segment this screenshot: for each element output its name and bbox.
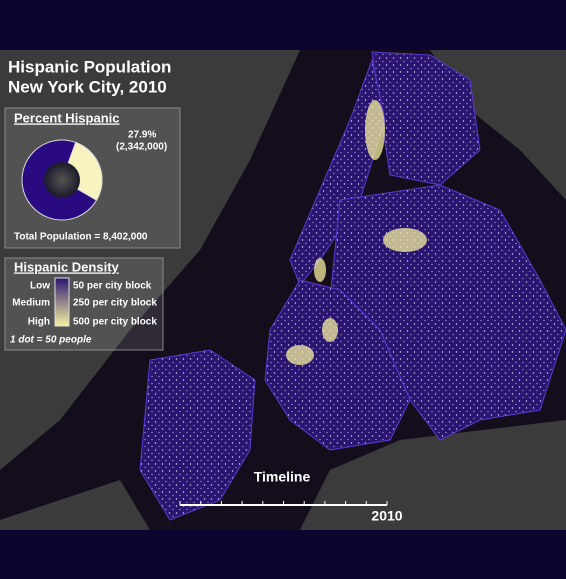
- level-label: Low: [30, 281, 50, 292]
- level-label: High: [28, 317, 50, 328]
- donut-hole: [44, 162, 80, 198]
- boroughs: [139, 51, 566, 521]
- panel-heading: Percent Hispanic: [14, 110, 120, 125]
- title-line: Hispanic Population: [8, 57, 171, 76]
- share-label: 27.9%: [128, 130, 156, 141]
- density-label: 250 per city block: [73, 298, 157, 309]
- dense-areas: [286, 100, 427, 365]
- title-line: New York City, 2010: [8, 77, 167, 96]
- density-label: 50 per city block: [73, 281, 152, 292]
- timeline-label: Timeline: [254, 469, 311, 485]
- total-label: Total Population = 8,402,000: [14, 232, 148, 243]
- density-label: 500 per city block: [73, 317, 157, 328]
- level-label: Medium: [12, 298, 50, 309]
- panel-heading: Hispanic Density: [14, 259, 120, 274]
- density-scale: [54, 277, 70, 327]
- donut: [21, 139, 103, 221]
- density-panel: [4, 257, 164, 351]
- timeline-axis: [179, 501, 388, 506]
- count-label: (2,342,000): [116, 142, 167, 153]
- dot-note: 1 dot = 50 people: [10, 335, 92, 346]
- timeline-year[interactable]: 2010: [371, 508, 402, 524]
